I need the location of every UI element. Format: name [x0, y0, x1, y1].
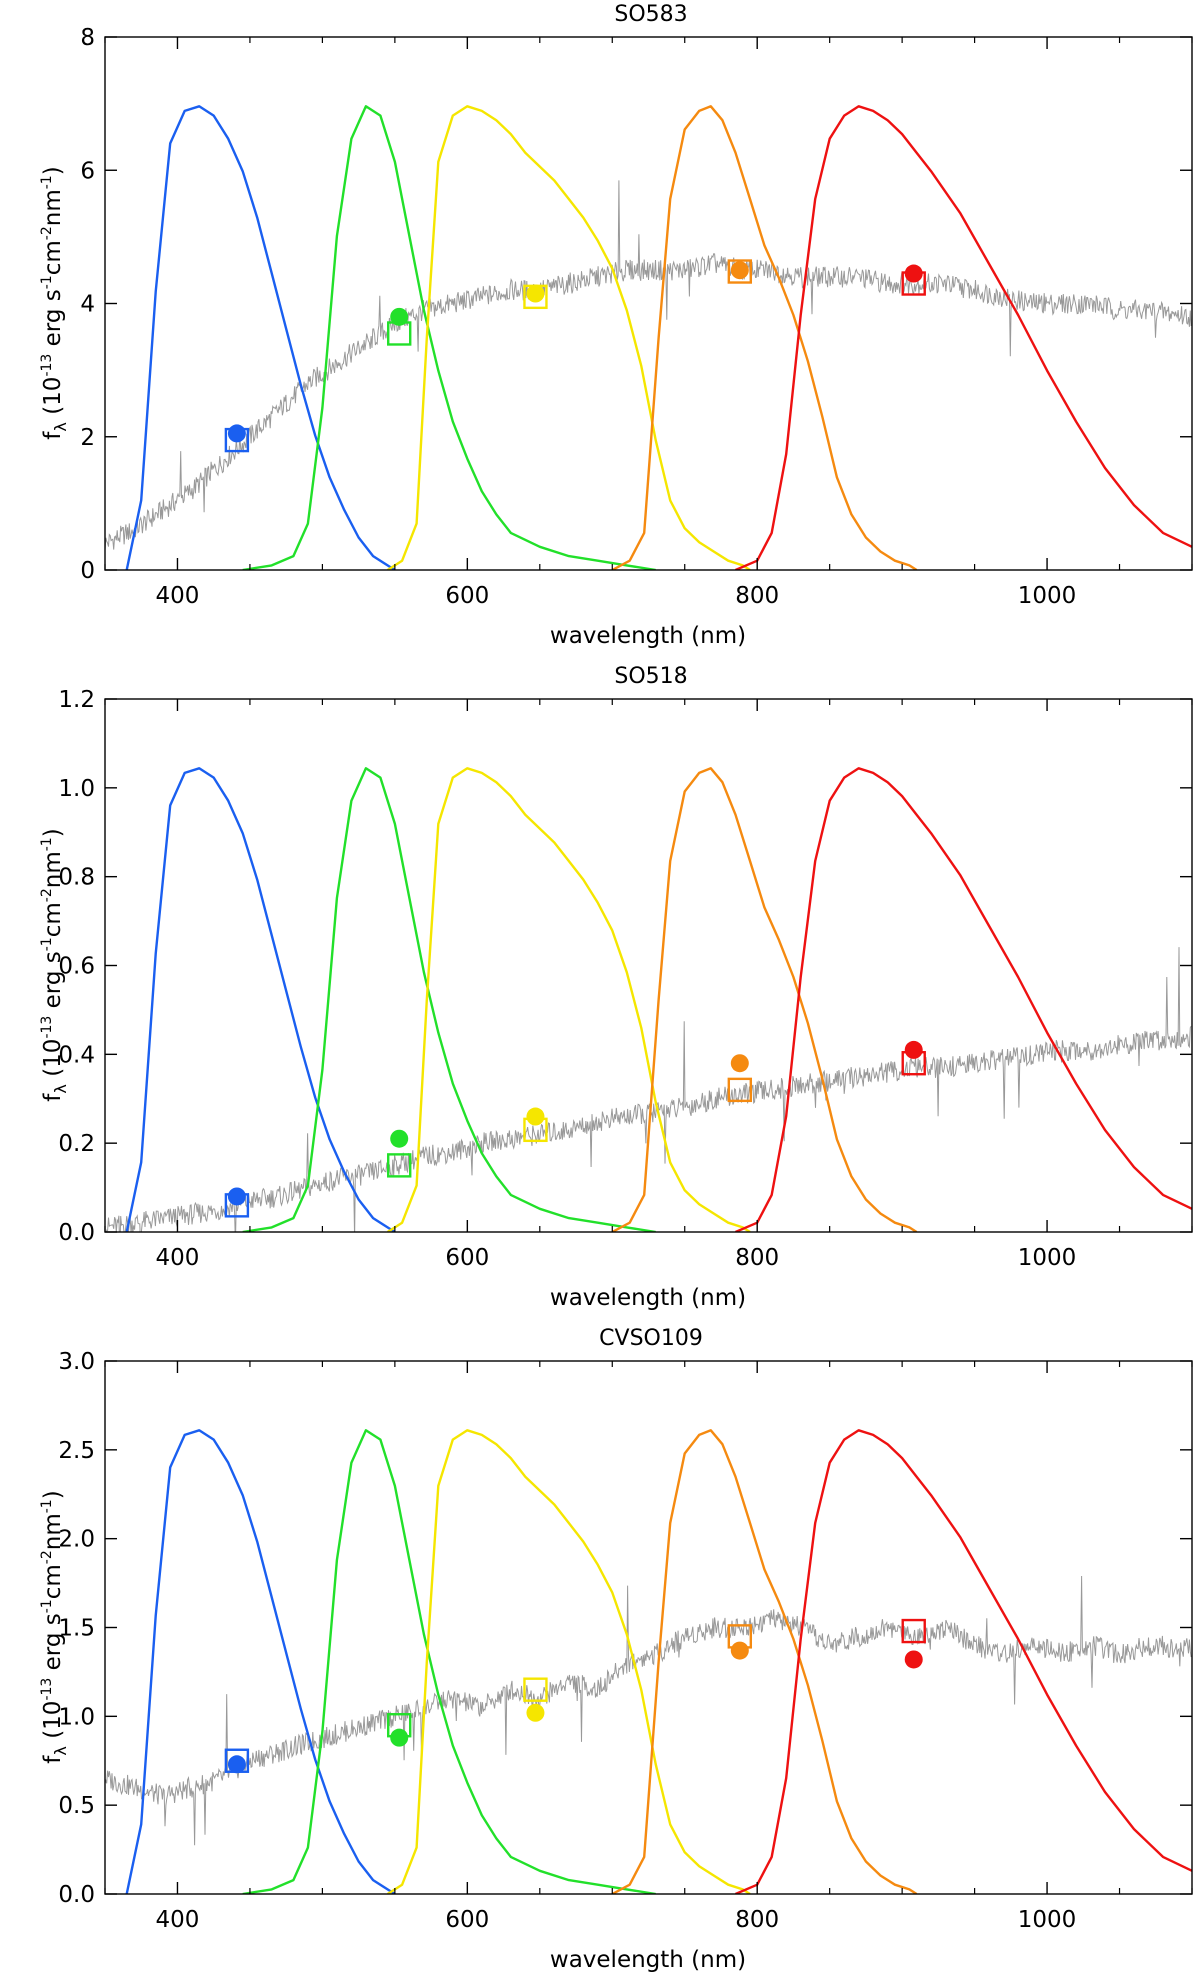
y-tick-label: 1.0 — [58, 776, 95, 802]
y-tick-label: 0.8 — [58, 865, 95, 891]
x-tick-label: 800 — [735, 583, 779, 609]
x-tick-label: 600 — [445, 1245, 489, 1271]
y-tick-label: 0.4 — [58, 1042, 95, 1068]
synthetic-point-orange — [727, 1077, 753, 1103]
panel-2: SO518 400 600 800 1000 0.0 0.2 0.4 0.6 0.8 1.0 1.2… — [39, 664, 1193, 1311]
observed-point-green — [390, 1129, 409, 1148]
filter-curve-green — [242, 105, 656, 570]
y-tick-label: 1.0 — [58, 1704, 95, 1730]
observed-point-blue — [227, 1755, 246, 1774]
observed-point-red — [904, 264, 923, 283]
filter-curve-orange — [611, 1429, 918, 1894]
observed-point-green — [390, 1728, 409, 1747]
y-tick-label: 0.5 — [58, 1793, 95, 1819]
panel-3-plot — [105, 1429, 1192, 1894]
y-tick-label: 0 — [80, 558, 95, 584]
observed-point-orange — [730, 261, 749, 280]
x-tick-label: 800 — [735, 1245, 779, 1271]
y-tick-label: 1.5 — [58, 1616, 95, 1642]
observed-point-red — [904, 1040, 923, 1059]
filter-curve-green — [242, 767, 656, 1232]
panel-2-ylabel: fλ (10-13 erg s-1cm-2nm-1) — [39, 828, 70, 1101]
y-tick-label: 2.5 — [58, 1438, 95, 1464]
filter-curve-blue — [125, 105, 396, 570]
spectrum-line — [105, 1575, 1192, 1846]
x-tick-label: 400 — [156, 583, 200, 609]
y-tick-label: 6 — [80, 158, 95, 184]
spectrum-line — [105, 180, 1192, 551]
panel-2-title: SO518 — [614, 664, 687, 689]
synthetic-point-red — [901, 1618, 926, 1644]
observed-point-orange — [730, 1054, 749, 1073]
observed-point-yellow — [526, 1703, 545, 1722]
observed-point-orange — [730, 1641, 749, 1660]
synthetic-point-orange — [727, 259, 753, 284]
panel-1-title: SO583 — [614, 2, 687, 27]
panel-3-ticks: 400 600 800 1000 0.0 0.5 1.0 1.5 2.0 2.5 3.0 — [58, 1349, 1193, 1933]
x-tick-label: 800 — [735, 1907, 779, 1933]
y-tick-label: 4 — [80, 292, 95, 318]
observed-point-yellow — [526, 1107, 545, 1126]
y-tick-label: 1.2 — [58, 687, 95, 713]
y-tick-label: 8 — [80, 25, 95, 51]
y-tick-label: 0.2 — [58, 1131, 95, 1157]
x-tick-label: 1000 — [1018, 1245, 1077, 1271]
filter-curve-yellow — [386, 1429, 751, 1894]
filter-curve-red — [735, 767, 1192, 1232]
y-tick-label: 0.6 — [58, 954, 95, 980]
panel-1-ticks: 400 600 800 1000 0 2 4 6 8 — [80, 25, 1193, 609]
x-tick-label: 1000 — [1018, 583, 1077, 609]
x-tick-label: 400 — [156, 1907, 200, 1933]
panel-3-title: CVSO109 — [599, 1326, 703, 1351]
y-tick-label: 2.0 — [58, 1527, 95, 1553]
filter-curve-orange — [611, 105, 918, 570]
panel-2-plot — [105, 767, 1192, 1232]
observed-point-yellow — [526, 284, 545, 303]
panel-2-ticks: 400 600 800 1000 0.0 0.2 0.4 0.6 0.8 1.0 1.2 — [58, 687, 1193, 1271]
y-tick-label: 0.0 — [58, 1220, 95, 1246]
panel-3: CVSO109 400 600 800 1000 0.0 0.5 1.0 1.5 2.0 2.5 3… — [39, 1326, 1193, 1973]
observed-point-green — [390, 307, 409, 326]
panel-1-plot — [105, 105, 1192, 570]
filter-curve-red — [735, 105, 1192, 570]
filter-curve-red — [735, 1429, 1192, 1894]
filter-curve-orange — [611, 767, 918, 1232]
y-tick-label: 0.0 — [58, 1882, 95, 1908]
x-tick-label: 400 — [156, 1245, 200, 1271]
synthetic-point-yellow — [523, 1677, 548, 1702]
panel-1-ylabel: fλ (10-13 erg s-1cm-2nm-1) — [39, 166, 70, 439]
spectrum-line — [105, 947, 1192, 1232]
y-tick-label: 2 — [80, 425, 95, 451]
panel-1: SO583 400 600 800 1000 0 2 4 6 8 wavelength (nm)… — [39, 2, 1193, 649]
panel-1-xlabel: wavelength (nm) — [550, 623, 746, 649]
panel-3-ylabel: fλ (10-13 erg s-1cm-2nm-1) — [39, 1490, 70, 1763]
observed-point-blue — [227, 1187, 246, 1206]
filter-curve-yellow — [386, 105, 751, 570]
filter-curve-yellow — [386, 767, 751, 1232]
y-tick-label: 3.0 — [58, 1349, 95, 1375]
panel-2-xlabel: wavelength (nm) — [550, 1285, 746, 1311]
filter-curve-blue — [125, 767, 396, 1232]
synthetic-point-green — [387, 1153, 412, 1178]
x-tick-label: 600 — [445, 1907, 489, 1933]
panel-3-xlabel: wavelength (nm) — [550, 1947, 746, 1973]
filter-curve-green — [242, 1429, 656, 1894]
x-tick-label: 1000 — [1018, 1907, 1077, 1933]
observed-point-blue — [227, 424, 246, 443]
observed-point-red — [904, 1650, 923, 1669]
x-tick-label: 600 — [445, 583, 489, 609]
filter-curve-blue — [125, 1429, 396, 1894]
